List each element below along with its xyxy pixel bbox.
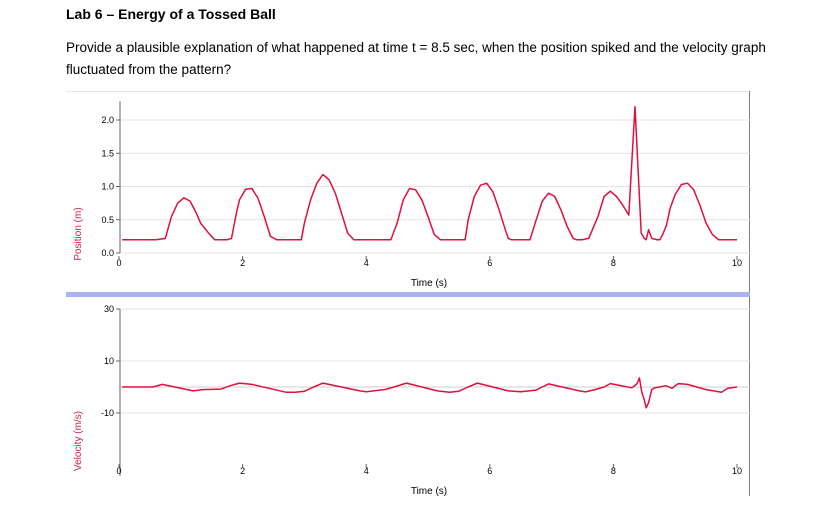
graphs-svg: 0 2 4 6 8 10 0.0 0.5 1.0 1.5 2.0 0 2 4 6 8 10 -10 10 30 Po…	[66, 91, 750, 496]
velocity-series-line	[122, 377, 738, 409]
position-chart: 0 2 4 6 8 10 0.0 0.5 1.0 1.5 2.0	[101, 101, 750, 268]
velocity-x-axis-label: Time (s)	[411, 486, 447, 496]
document-title: Lab 6 – Energy of a Tossed Ball	[66, 6, 276, 22]
position-series-line	[122, 105, 737, 241]
x-tick-label: 4	[364, 466, 369, 476]
velocity-y-axis-label: Velocity (m/s)	[73, 411, 84, 471]
y-tick-label: 30	[104, 304, 114, 314]
x-tick-label: 6	[487, 466, 492, 476]
y-tick-label: 1.5	[101, 148, 114, 158]
y-tick-label: 0.5	[101, 215, 114, 225]
position-x-axis-label: Time (s)	[411, 278, 447, 289]
x-tick-label: 10	[732, 466, 742, 476]
x-tick-label: 6	[487, 258, 492, 268]
x-tick-label: 2	[240, 466, 245, 476]
panel-divider	[66, 292, 750, 297]
x-tick-label: 0	[116, 258, 121, 268]
y-tick-label: -10	[101, 408, 114, 418]
position-y-axis-label: Position (m)	[73, 207, 84, 260]
velocity-chart: 0 2 4 6 8 10 -10 10 30	[101, 304, 750, 476]
y-tick-label: 2.0	[101, 115, 114, 125]
x-tick-label: 8	[611, 258, 616, 268]
x-tick-label: 4	[364, 258, 369, 268]
y-tick-label: 10	[104, 356, 114, 366]
x-tick-label: 8	[611, 466, 616, 476]
question-text: Provide a plausible explanation of what …	[66, 40, 766, 77]
y-tick-label: 0.0	[101, 248, 114, 258]
x-tick-label: 0	[116, 466, 121, 476]
x-tick-label: 10	[732, 258, 742, 268]
x-tick-label: 2	[240, 258, 245, 268]
graph-frame: 0 2 4 6 8 10 0.0 0.5 1.0 1.5 2.0 0 2 4 6 8 10 -10 10 30 Po…	[66, 91, 750, 496]
y-tick-label: 1.0	[101, 182, 114, 192]
